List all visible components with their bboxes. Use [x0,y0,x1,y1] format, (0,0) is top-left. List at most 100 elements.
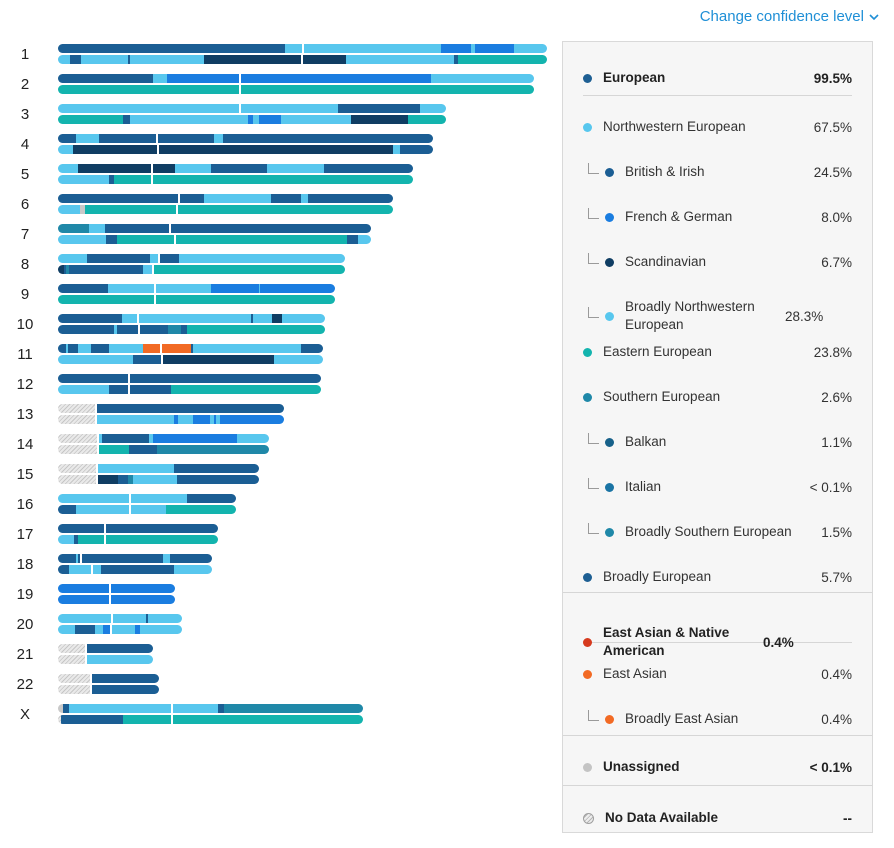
chromosome-6-hap1-bar[interactable] [58,194,393,203]
chromosome-18-hap2-bar[interactable] [58,565,212,574]
segment-french-german [110,584,175,593]
chromosome-19-hap1-bar[interactable] [58,584,175,593]
chromosome-12-hap2-bar[interactable] [58,385,321,394]
chromosome-13-hap2-bar[interactable] [58,415,284,424]
segment-nw-european [285,44,303,53]
segment-british-irish [68,344,78,353]
chromosome-10-hap1-bar[interactable] [58,314,325,323]
segment-french-german [192,415,210,424]
ancestry-name: Broadly Northwestern European [625,299,755,332]
chromosome-X-hap2-bar[interactable] [58,715,363,724]
chromosome-1-hap1-bar[interactable] [58,44,547,53]
chromosome-22-hap2-bar[interactable] [58,685,159,694]
chromosome-22-hap1-bar[interactable] [58,674,159,683]
ancestry-row-no-data-available[interactable]: No Data Available -- [563,809,872,827]
ancestry-row-broadly-european[interactable]: Broadly European 5.7% [563,568,872,586]
chromosome-11-hap2-bar[interactable] [58,355,323,364]
chromosome-12-hap1-bar[interactable] [58,374,321,383]
ancestry-row-eastern-european[interactable]: Eastern European 23.8% [563,343,872,361]
chromosome-17-hap2-bar[interactable] [58,535,218,544]
chromosome-5-hap2-bar[interactable] [58,175,413,184]
chromosome-1-hap2-bar[interactable] [58,55,547,64]
ancestry-row-balkan[interactable]: Balkan 1.1% [563,432,872,451]
segment-french-german [441,44,471,53]
centromere-gap [95,415,98,424]
chromosome-3-hap1-bar[interactable] [58,104,446,113]
chromosome-11-hap1-bar[interactable] [58,344,323,353]
segment-nw-european [128,344,143,353]
ancestry-row-southern-european[interactable]: Southern European 2.6% [563,388,872,406]
ancestry-row-northwestern-european[interactable]: Northwestern European 67.5% [563,118,872,136]
segment-nw-european [77,344,92,353]
ancestry-row-british-and-irish[interactable]: British & Irish 24.5% [563,162,872,181]
chromosome-label: 19 [16,586,34,603]
chromosome-20-hap1-bar[interactable] [58,614,182,623]
chromosome-X-hap1-bar[interactable] [58,704,363,713]
chromosome-16-hap2-bar[interactable] [58,505,236,514]
chromosome-4-hap2-bar[interactable] [58,145,433,154]
segment-nw-european [304,44,442,53]
ancestry-row-european[interactable]: European 99.5% [563,69,872,87]
segment-british-irish [70,55,82,64]
chromosome-3-hap2-bar[interactable] [58,115,446,124]
chromosome-18-hap1-bar[interactable] [58,554,212,563]
no-data-segment [58,434,97,443]
segment-british-irish [271,194,302,203]
chromosome-15-hap2-bar[interactable] [58,475,259,484]
chromosome-20-hap2-bar[interactable] [58,625,182,634]
chromosome-label: 5 [20,166,30,183]
ancestry-row-italian[interactable]: Italian < 0.1% [563,477,872,496]
segment-eastern-european [58,295,155,304]
segment-eastern-european [98,445,130,454]
ancestry-row-scandinavian[interactable]: Scandinavian 6.7% [563,252,872,271]
centromere-gap [128,494,131,503]
chromosome-9-hap1-bar[interactable] [58,284,335,293]
change-confidence-link[interactable]: Change confidence level [700,8,880,25]
ancestry-row-east-asian-and-native-american[interactable]: East Asian & Native American 0.4% [563,624,872,660]
divider [563,735,872,736]
segment-nw-european [107,284,155,293]
chromosome-5-hap1-bar[interactable] [58,164,413,173]
chromosome-16-hap1-bar[interactable] [58,494,236,503]
chromosome-2-hap1-bar[interactable] [58,74,534,83]
chromosome-6-hap2-bar[interactable] [58,205,393,214]
chromosome-label: 2 [20,76,30,93]
centromere-gap [90,565,93,574]
ancestry-row-east-asian[interactable]: East Asian 0.4% [563,665,872,683]
segment-eastern-european [166,505,236,514]
chromosome-4-hap1-bar[interactable] [58,134,433,143]
ancestry-row-broadly-east-asian[interactable]: Broadly East Asian 0.4% [563,709,872,728]
chromosome-8-hap1-bar[interactable] [58,254,345,263]
chromosome-19-hap2-bar[interactable] [58,595,175,604]
chromosome-7-hap1-bar[interactable] [58,224,371,233]
ancestry-row-french-and-german[interactable]: French & German 8.0% [563,207,872,226]
segment-nw-european [113,325,117,334]
color-dot-icon [605,482,614,492]
chromosome-label: 20 [16,616,34,633]
chromosome-21-hap1-bar[interactable] [58,644,153,653]
chromosome-21-hap2-bar[interactable] [58,655,153,664]
ancestry-row-broadly-northwestern-european[interactable]: Broadly Northwestern European 28.3% [563,298,872,334]
segment-british-irish [223,134,433,143]
ancestry-row-unassigned[interactable]: Unassigned < 0.1% [563,758,872,776]
segment-nw-european [216,415,220,424]
segment-british-irish [160,254,180,263]
chromosome-2-hap2-bar[interactable] [58,85,534,94]
chromosome-14-hap1-bar[interactable] [58,434,269,443]
chromosome-13-hap1-bar[interactable] [58,404,284,413]
chromosome-10-hap2-bar[interactable] [58,325,325,334]
chromosome-14-hap2-bar[interactable] [58,445,269,454]
chromosome-label: 7 [20,226,30,243]
segment-british-irish [86,644,153,653]
chromosome-9-hap2-bar[interactable] [58,295,335,304]
chromosome-17-hap1-bar[interactable] [58,524,218,533]
chromosome-15-hap1-bar[interactable] [58,464,259,473]
ancestry-row-broadly-southern-european[interactable]: Broadly Southern European 1.5% [563,522,872,541]
centromere-gap [151,265,154,274]
chromosome-label: 17 [16,526,34,543]
segment-nw-european [274,355,323,364]
chromosome-8-hap2-bar[interactable] [58,265,345,274]
chromosome-label: 6 [20,196,30,213]
segment-british-irish [176,475,259,484]
chromosome-7-hap2-bar[interactable] [58,235,371,244]
